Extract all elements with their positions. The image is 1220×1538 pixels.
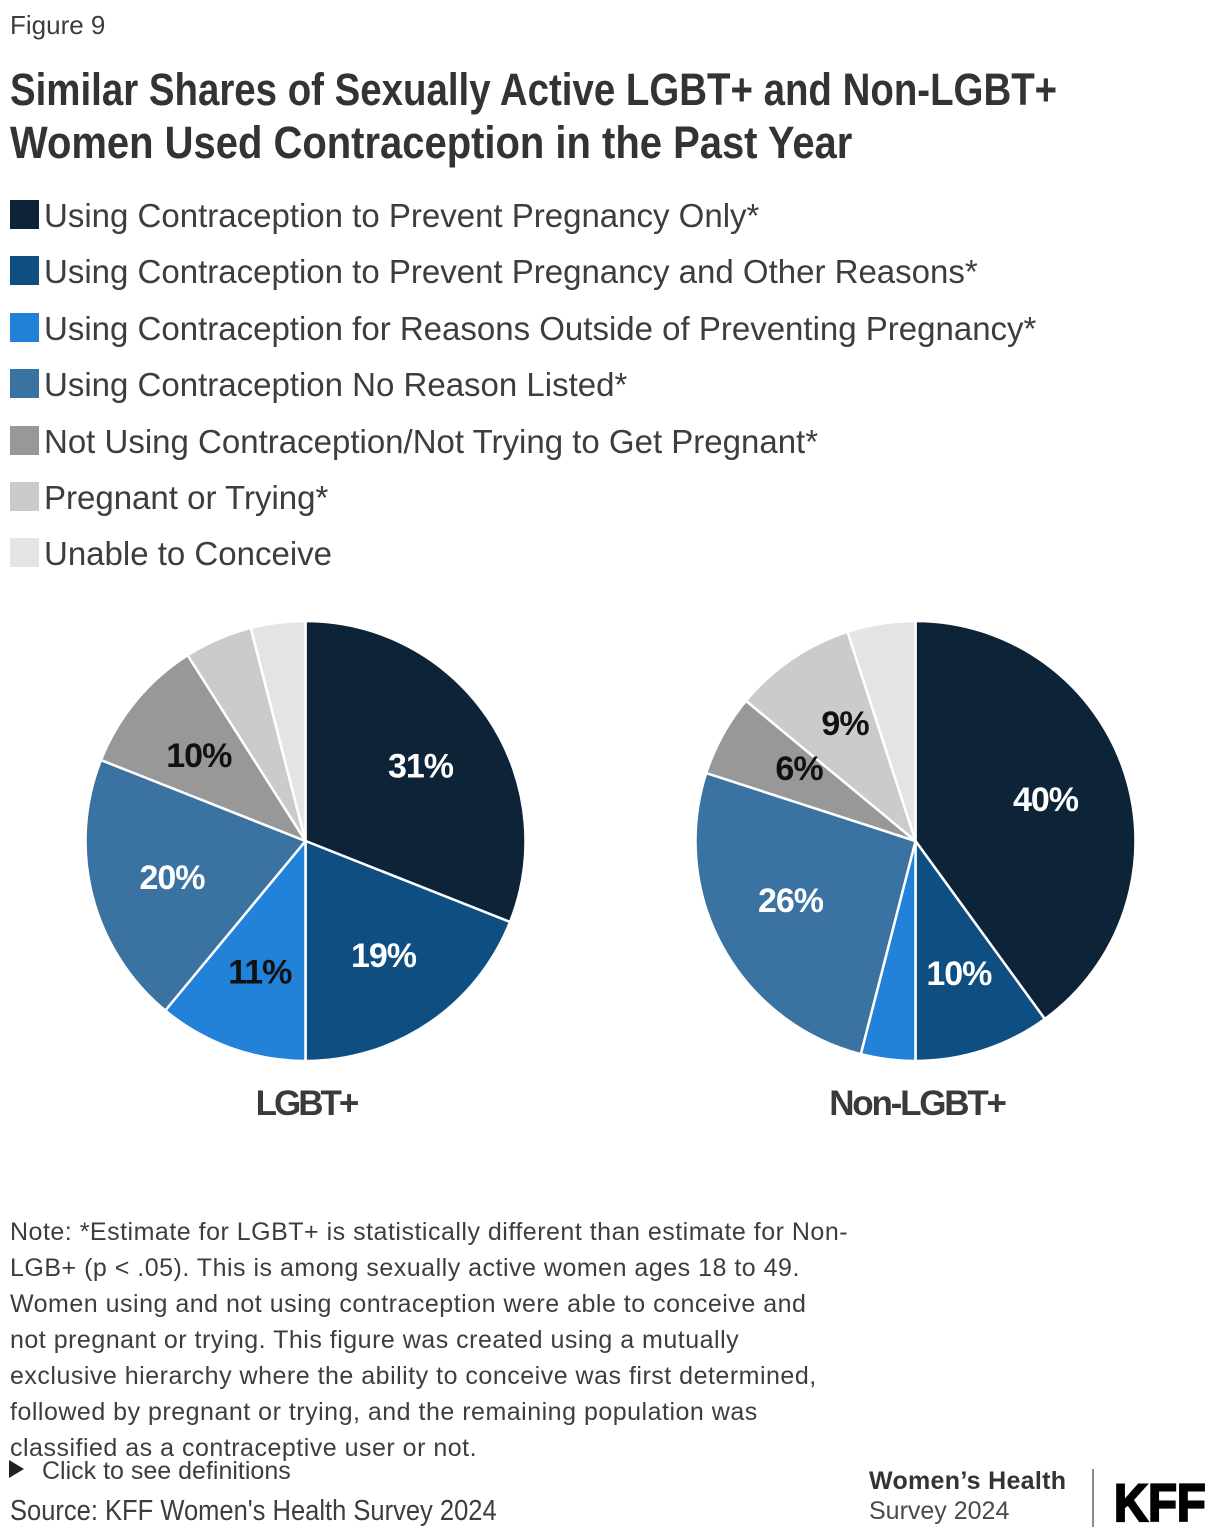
svg-text:9%: 9% bbox=[821, 705, 869, 743]
svg-text:40%: 40% bbox=[1013, 781, 1079, 819]
svg-text:10%: 10% bbox=[926, 955, 992, 993]
svg-text:31%: 31% bbox=[388, 748, 454, 786]
svg-text:26%: 26% bbox=[758, 882, 824, 920]
svg-text:10%: 10% bbox=[166, 737, 232, 775]
svg-text:19%: 19% bbox=[351, 937, 417, 975]
svg-text:20%: 20% bbox=[139, 859, 205, 897]
svg-text:11%: 11% bbox=[228, 954, 292, 992]
svg-text:6%: 6% bbox=[775, 750, 823, 788]
